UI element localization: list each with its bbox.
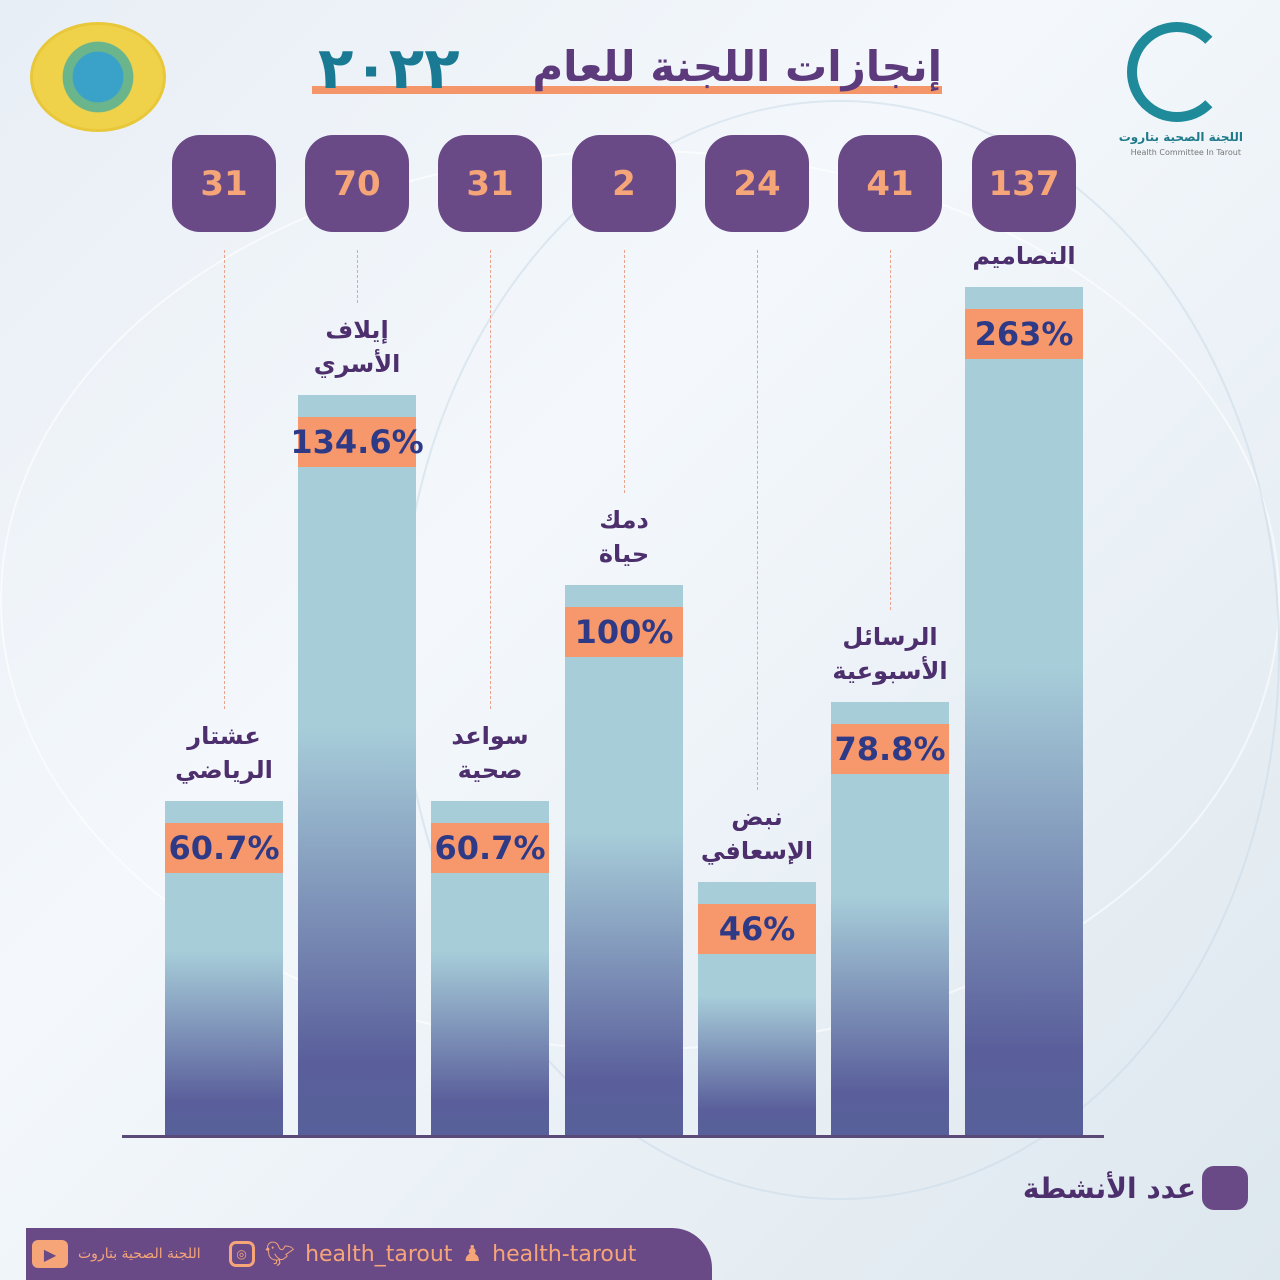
category-label-line: صحية [457, 756, 523, 785]
snapchat-icon[interactable]: ♟ [462, 1241, 483, 1267]
youtube-icon[interactable]: ▶ [32, 1240, 68, 1268]
charity-logo [30, 22, 166, 132]
legend: عدد الأنشطة [1023, 1166, 1248, 1210]
dashed-connector [490, 250, 491, 710]
bar: 100% [565, 585, 683, 1135]
category-label-line: دمك [599, 506, 649, 534]
category-label-line: التصاميم [972, 242, 1076, 270]
bar: 263% [965, 287, 1083, 1135]
category-label-line: الأسري [313, 349, 401, 378]
count-bubble: 31 [172, 135, 276, 232]
value-label: 100% [565, 607, 683, 657]
logo-name-ar: اللجنة الصحية بتاروت [1118, 130, 1243, 144]
bar: 46% [698, 882, 816, 1135]
category-label: إيلاف الأسري [272, 313, 442, 381]
category-label-line: الإسعافي [700, 837, 814, 865]
instagram-icon[interactable]: ◎ [228, 1241, 255, 1267]
category-label-line: سواعد [451, 722, 529, 751]
bar: 78.8% [831, 701, 949, 1135]
category-label-line: الأسبوعية [832, 656, 948, 685]
value-label: 263% [965, 309, 1083, 359]
snapchat-handle[interactable]: health-tarout [492, 1241, 637, 1267]
value-label: 134.6% [290, 416, 424, 467]
value-label: 78.8% [831, 723, 949, 774]
page-title: ٢٠٢٢ إنجازات اللجنة للعام [312, 34, 942, 102]
dashed-connector [624, 250, 625, 493]
bar: 134.6% [290, 394, 424, 1135]
value-label: 46% [698, 904, 816, 954]
category-label: سواعد صحية [405, 719, 575, 787]
count-bubble: 24 [705, 135, 809, 232]
bar: 60.7% [431, 801, 549, 1135]
logo-name-en: Health Committee In Tarout [1130, 148, 1241, 157]
youtube-label[interactable]: اللجنة الصحية بتاروت [78, 1246, 201, 1262]
bar: 60.7% [165, 801, 283, 1135]
twitter-handle[interactable]: health_tarout [305, 1241, 453, 1267]
category-label-line: الرسائل [842, 622, 938, 651]
logo-crescent [1127, 22, 1227, 122]
category-label-line: عشتار [187, 722, 261, 751]
health-committee-logo: اللجنة الصحية بتاروت Health Committee In… [1115, 20, 1255, 165]
category-label: الرسائل الأسبوعية [805, 620, 975, 688]
count-bubble: 137 [972, 135, 1076, 232]
twitter-icon[interactable]: 🐦︎ [264, 1240, 296, 1268]
legend-label: عدد الأنشطة [1022, 1171, 1196, 1205]
title-text: إنجازات اللجنة للعام [532, 42, 942, 91]
dashed-connector [890, 250, 891, 610]
value-label: 60.7% [165, 823, 283, 874]
category-label-line: نبض [731, 803, 783, 831]
value-label: 60.7% [431, 823, 549, 874]
title-underline [312, 86, 942, 94]
category-label-line: إيلاف [325, 315, 389, 344]
title-year: ٢٠٢٢ [318, 34, 460, 102]
count-bubble: 31 [438, 135, 542, 232]
category-label-line: الرياضي [175, 756, 273, 785]
dashed-connector [357, 250, 358, 303]
category-label: نبض الإسعافي [672, 800, 842, 868]
dashed-connector [757, 250, 758, 790]
category-label: دمك حياة [539, 503, 709, 571]
count-bubble: 2 [572, 135, 676, 232]
category-label: عشتار الرياضي [139, 719, 309, 787]
legend-swatch [1202, 1166, 1248, 1210]
category-label-line: حياة [598, 540, 650, 568]
social-footer: ▶ اللجنة الصحية بتاروت ◎ 🐦︎ health_tarou… [26, 1228, 712, 1280]
category-label: التصاميم [939, 239, 1109, 273]
dashed-connector [224, 250, 225, 710]
count-bubble: 70 [305, 135, 409, 232]
x-axis-line [122, 1135, 1104, 1138]
count-bubble: 41 [838, 135, 942, 232]
